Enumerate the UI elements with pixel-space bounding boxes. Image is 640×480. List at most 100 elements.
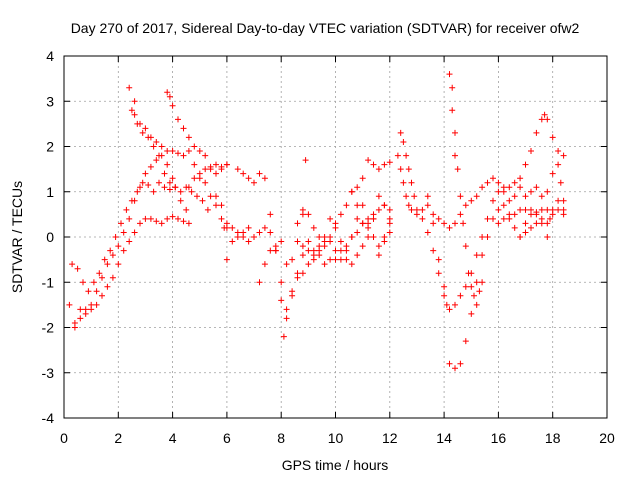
data-point-plus: [156, 152, 162, 159]
data-point-plus: [544, 220, 551, 227]
x-tick-label: 4: [169, 430, 177, 446]
data-point-plus: [120, 229, 127, 236]
series-track-17: [397, 166, 551, 240]
data-point-plus: [137, 220, 143, 227]
data-point-plus: [343, 202, 350, 209]
data-point-plus: [511, 224, 518, 231]
data-point-plus: [153, 157, 160, 164]
data-point-plus: [452, 129, 458, 136]
data-point-plus: [234, 166, 241, 173]
data-point-plus: [82, 306, 89, 313]
data-point-plus: [245, 224, 252, 231]
data-point-plus: [99, 292, 105, 299]
data-point-plus: [145, 134, 152, 141]
data-point-plus: [161, 170, 168, 177]
data-point-plus: [462, 243, 469, 250]
data-point-plus: [435, 256, 442, 263]
data-point-plus: [430, 247, 437, 254]
data-point-plus: [386, 159, 393, 166]
data-point-plus: [354, 215, 361, 222]
data-point-plus: [166, 93, 173, 100]
data-point-plus: [386, 220, 393, 227]
data-point-plus: [465, 270, 472, 277]
plot-area-border: [63, 55, 608, 419]
data-point-plus: [365, 220, 372, 227]
x-tick-label: 2: [114, 430, 122, 446]
data-point-plus: [517, 234, 524, 240]
x-tick-label: 12: [382, 430, 398, 446]
data-point-plus: [169, 148, 176, 154]
data-point-plus: [93, 301, 100, 308]
data-point-plus: [443, 301, 450, 308]
data-point-plus: [446, 306, 453, 313]
data-point-plus: [175, 150, 181, 157]
data-point-plus: [446, 360, 453, 367]
data-point-plus: [495, 179, 502, 186]
series-track-20: [495, 111, 567, 213]
data-point-plus: [199, 197, 206, 204]
data-point-plus: [218, 215, 225, 222]
data-point-plus: [332, 256, 339, 263]
data-point-plus: [77, 315, 84, 322]
data-point-plus: [74, 265, 81, 272]
data-point-plus: [484, 179, 491, 186]
data-point-plus: [544, 206, 551, 213]
data-point-plus: [142, 215, 149, 222]
data-point-plus: [283, 315, 290, 322]
data-point-plus: [549, 134, 556, 141]
data-point-plus: [175, 215, 181, 222]
data-point-plus: [348, 188, 355, 195]
data-point-plus: [158, 143, 165, 150]
data-point-plus: [188, 188, 195, 195]
data-point-plus: [299, 206, 306, 213]
x-tick-labels: 0 2 4 6 8 10 12 14 16 18 20: [60, 430, 615, 446]
data-point-plus: [495, 206, 502, 213]
data-point-plus: [169, 175, 176, 182]
data-point-plus: [441, 220, 448, 227]
data-point-plus: [544, 188, 551, 195]
data-point-plus: [430, 220, 437, 227]
data-point-plus: [413, 211, 420, 218]
data-point-plus: [337, 211, 344, 218]
data-point-plus: [555, 197, 562, 204]
data-point-plus: [294, 274, 301, 281]
data-point-plus: [555, 161, 562, 168]
data-point-plus: [538, 116, 545, 123]
data-point-plus: [495, 188, 502, 195]
data-point-plus: [517, 184, 524, 191]
data-point-plus: [180, 218, 187, 225]
data-point-plus: [299, 243, 306, 250]
series-track-18: [424, 193, 567, 372]
data-point-plus: [370, 234, 377, 240]
y-tick-label: -3: [42, 365, 55, 381]
data-point-plus: [479, 234, 486, 240]
data-point-plus: [435, 215, 442, 222]
data-point-plus: [261, 261, 268, 268]
data-point-plus: [495, 220, 502, 227]
data-point-plus: [267, 247, 274, 254]
data-point-plus: [316, 252, 323, 259]
data-point-plus: [473, 193, 480, 200]
data-point-plus: [169, 213, 176, 220]
data-point-plus: [462, 338, 469, 345]
data-point-plus: [256, 229, 263, 236]
data-point-plus: [180, 125, 187, 132]
series-track-5: [131, 98, 190, 213]
data-point-plus: [397, 129, 404, 136]
series-track-15: [348, 188, 393, 259]
data-point-plus: [354, 184, 361, 191]
data-point-plus: [221, 224, 228, 231]
data-point-plus: [161, 184, 168, 191]
data-point-plus: [500, 184, 507, 191]
data-point-plus: [359, 202, 366, 209]
data-point-plus: [240, 170, 247, 177]
data-point-plus: [386, 206, 393, 213]
data-point-plus: [90, 279, 97, 286]
data-point-plus: [354, 252, 361, 259]
data-point-plus: [223, 256, 230, 263]
data-point-plus: [207, 163, 214, 170]
x-tick-label: 0: [60, 430, 68, 446]
data-point-plus: [294, 238, 301, 245]
data-point-plus: [289, 256, 296, 263]
